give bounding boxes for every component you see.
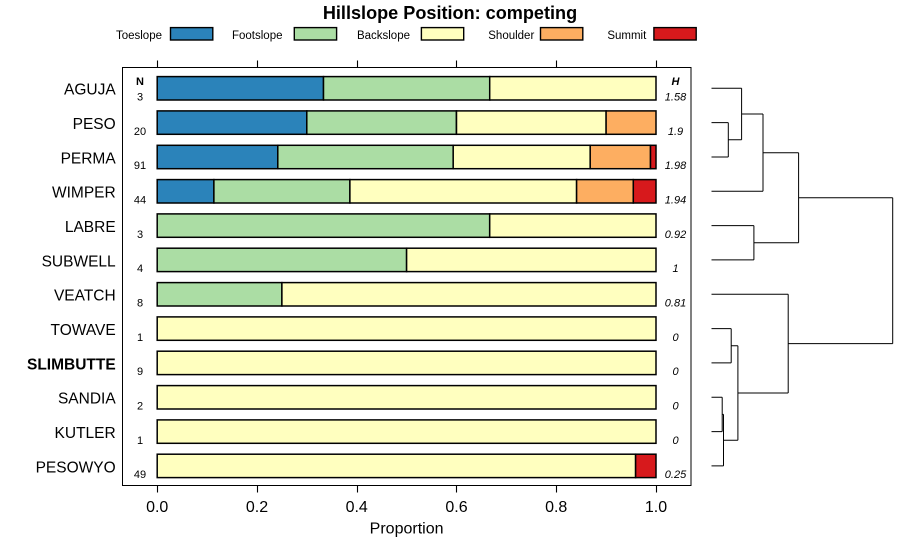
svg-text:0.8: 0.8 — [545, 499, 567, 516]
svg-text:VEATCH: VEATCH — [54, 288, 116, 305]
svg-text:0: 0 — [672, 332, 679, 344]
svg-text:Summit: Summit — [607, 30, 647, 42]
svg-text:Backslope: Backslope — [357, 30, 410, 42]
svg-text:PESO: PESO — [73, 116, 116, 133]
svg-text:1.94: 1.94 — [665, 195, 686, 207]
svg-text:SUBWELL: SUBWELL — [42, 253, 116, 270]
svg-text:0.81: 0.81 — [665, 298, 686, 310]
svg-text:Shoulder: Shoulder — [488, 30, 534, 42]
svg-text:0.6: 0.6 — [445, 499, 467, 516]
svg-text:1.0: 1.0 — [645, 499, 667, 516]
svg-text:0: 0 — [672, 366, 679, 378]
svg-text:0: 0 — [672, 435, 679, 447]
svg-text:N: N — [136, 76, 144, 88]
svg-text:20: 20 — [134, 126, 146, 138]
svg-text:0.25: 0.25 — [665, 469, 687, 481]
svg-text:2: 2 — [137, 401, 143, 413]
svg-text:1.9: 1.9 — [668, 126, 683, 138]
svg-text:1.98: 1.98 — [665, 160, 687, 172]
svg-text:0.92: 0.92 — [665, 229, 686, 241]
svg-text:SLIMBUTTE: SLIMBUTTE — [27, 356, 116, 373]
svg-text:H: H — [672, 76, 681, 88]
svg-text:1: 1 — [672, 263, 678, 275]
svg-text:TOWAVE: TOWAVE — [51, 322, 116, 339]
svg-text:1: 1 — [137, 435, 143, 447]
svg-text:0.2: 0.2 — [246, 499, 268, 516]
svg-text:44: 44 — [134, 195, 146, 207]
svg-text:WIMPER: WIMPER — [52, 185, 116, 202]
svg-text:9: 9 — [137, 366, 143, 378]
svg-text:Toeslope: Toeslope — [116, 30, 162, 42]
svg-text:0: 0 — [672, 401, 679, 413]
svg-text:Hillslope Position: competing: Hillslope Position: competing — [323, 3, 577, 23]
svg-text:Proportion: Proportion — [370, 521, 444, 538]
svg-text:8: 8 — [137, 298, 143, 310]
svg-text:LABRE: LABRE — [65, 219, 116, 236]
svg-text:AGUJA: AGUJA — [64, 82, 116, 99]
svg-text:4: 4 — [137, 263, 143, 275]
svg-text:PESOWYO: PESOWYO — [36, 459, 116, 476]
svg-text:91: 91 — [134, 160, 146, 172]
svg-text:PERMA: PERMA — [61, 150, 117, 167]
svg-text:KUTLER: KUTLER — [55, 425, 116, 442]
svg-text:3: 3 — [137, 92, 143, 104]
svg-text:1.58: 1.58 — [665, 92, 687, 104]
svg-text:49: 49 — [134, 469, 146, 481]
svg-text:3: 3 — [137, 229, 143, 241]
svg-text:0.4: 0.4 — [346, 499, 368, 516]
svg-text:0.0: 0.0 — [146, 499, 168, 516]
svg-text:SANDIA: SANDIA — [58, 391, 116, 408]
svg-text:1: 1 — [137, 332, 143, 344]
svg-text:Footslope: Footslope — [232, 30, 283, 42]
